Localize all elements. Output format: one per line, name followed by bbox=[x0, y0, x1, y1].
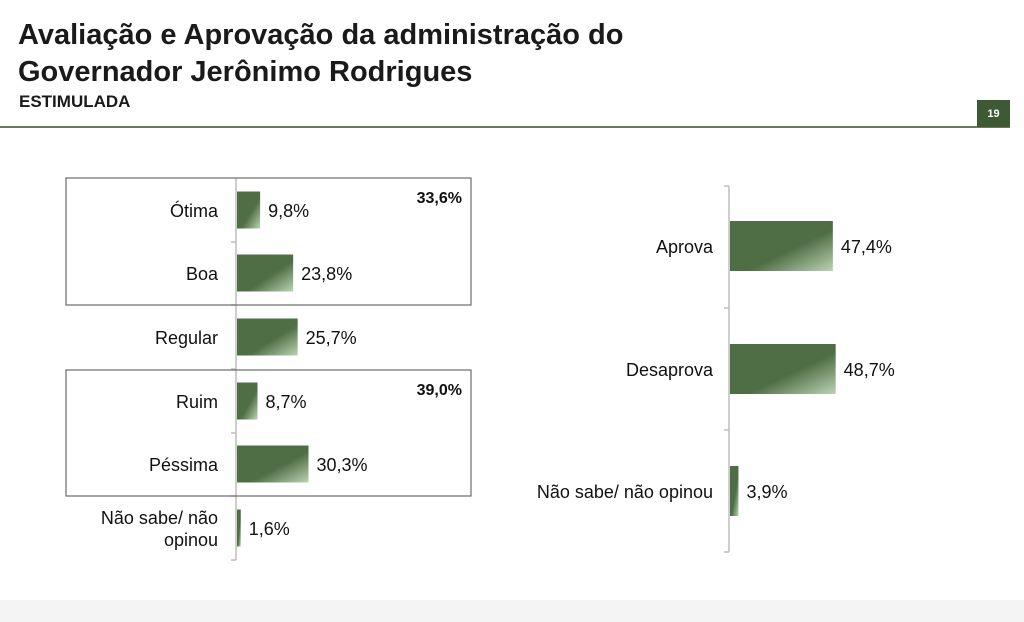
group-box-2 bbox=[65, 369, 472, 497]
value-label-otima: 9,8% bbox=[268, 201, 309, 221]
group-total-label-1: 33,6% bbox=[417, 190, 462, 207]
value-label-nao-sabe-nao-opinou: 3,9% bbox=[746, 482, 787, 502]
category-label-ruim: Ruim bbox=[176, 392, 218, 412]
category-label-pessima: Péssima bbox=[149, 455, 219, 475]
group-total-label-2: 39,0% bbox=[417, 382, 462, 399]
title-line-1: Avaliação e Aprovação da administração d… bbox=[18, 19, 624, 51]
bar-nao-sabe-nao-opinou bbox=[237, 509, 241, 547]
group-box-1 bbox=[65, 177, 472, 306]
title-line-2: Governador Jerônimo Rodrigues bbox=[18, 56, 473, 88]
bar-pessima bbox=[237, 445, 309, 483]
category-label-aprova: Aprova bbox=[656, 237, 714, 257]
page-number-badge: 19 bbox=[977, 100, 1010, 127]
bar-ruim bbox=[237, 382, 258, 420]
category-label-boa: Boa bbox=[186, 264, 219, 284]
value-label-desaprova: 48,7% bbox=[844, 360, 895, 380]
bar-regular bbox=[237, 318, 298, 356]
bar-aprova bbox=[730, 221, 833, 271]
footer-band bbox=[0, 600, 1024, 622]
value-label-pessima: 30,3% bbox=[317, 455, 368, 475]
category-label-desaprova: Desaprova bbox=[626, 360, 714, 380]
bar-otima bbox=[237, 191, 261, 229]
value-label-aprova: 47,4% bbox=[841, 237, 892, 257]
bar-nao-sabe-nao-opinou bbox=[730, 466, 739, 516]
value-label-boa: 23,8% bbox=[301, 264, 352, 284]
category-label-nao-sabe-nao-opinou: Não sabe/ não opinou bbox=[101, 508, 218, 550]
value-label-regular: 25,7% bbox=[306, 328, 357, 348]
value-label-ruim: 8,7% bbox=[266, 392, 307, 412]
page-subtitle: ESTIMULADA bbox=[19, 92, 131, 111]
category-label-nao-sabe-nao-opinou: Não sabe/ não opinou bbox=[537, 482, 713, 502]
bar-desaprova bbox=[730, 344, 836, 394]
page-title: Avaliação e Aprovação da administração d… bbox=[18, 17, 623, 91]
category-label-otima: Ótima bbox=[170, 200, 219, 221]
header-divider bbox=[0, 126, 1010, 128]
bar-boa bbox=[237, 254, 294, 292]
category-label-regular: Regular bbox=[155, 328, 218, 348]
value-label-nao-sabe-nao-opinou: 1,6% bbox=[249, 519, 290, 539]
